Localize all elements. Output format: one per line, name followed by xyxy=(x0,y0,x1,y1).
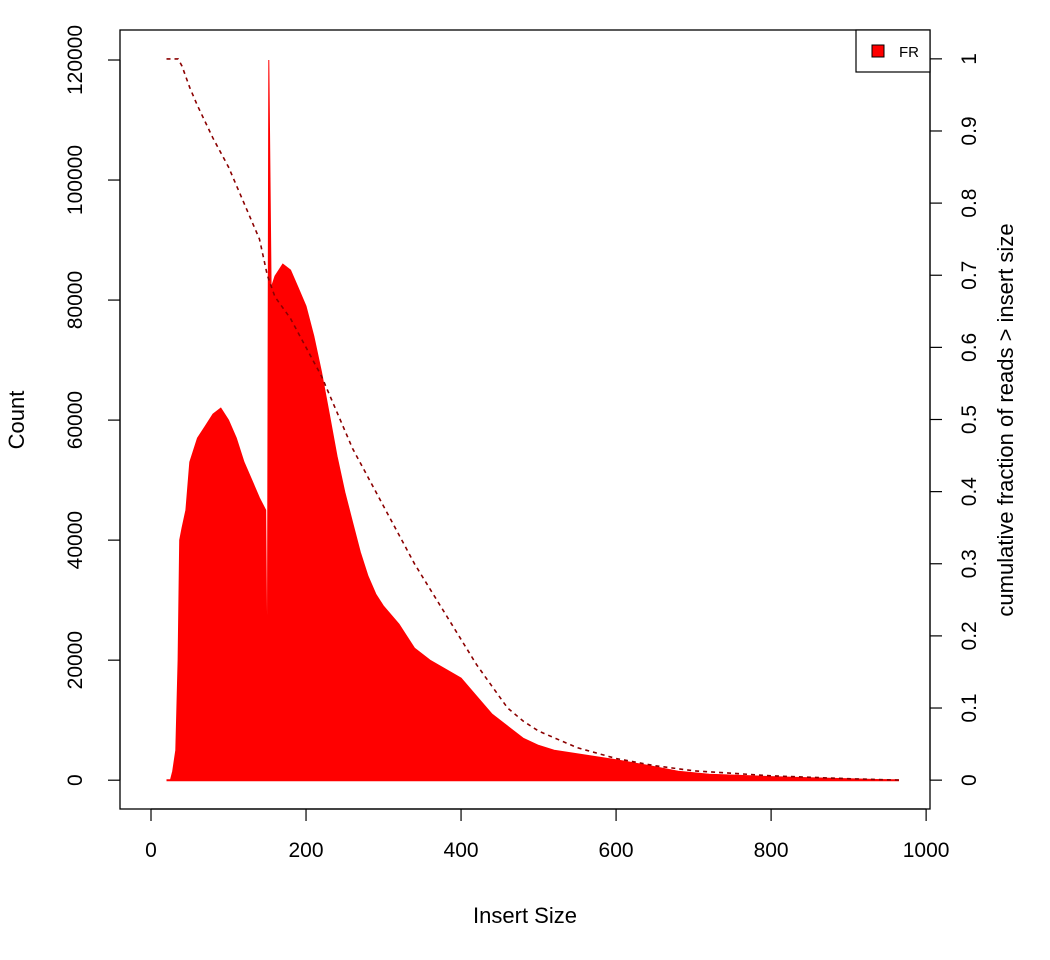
y2-tick-label: 0.5 xyxy=(958,405,981,434)
cumulative-line xyxy=(166,58,900,781)
y2-tick-label: 0 xyxy=(958,774,981,786)
y-tick-label: 0 xyxy=(64,774,87,786)
y2-tick-label: 0.2 xyxy=(958,621,981,650)
y2-tick-label: 1 xyxy=(958,53,981,65)
y2-tick-label: 0.6 xyxy=(958,333,981,362)
y-axis: 0 20000 40000 60000 80000 100000 120000 xyxy=(64,25,121,786)
y2-tick-label: 0.7 xyxy=(958,261,981,290)
y-tick-label: 20000 xyxy=(64,631,87,689)
x-tick-label: 400 xyxy=(444,839,479,862)
y-tick-label: 100000 xyxy=(64,145,87,215)
x-axis-title: Insert Size xyxy=(473,903,577,928)
y-axis-title: Count xyxy=(4,391,29,450)
x-tick-label: 0 xyxy=(145,839,157,862)
y2-axis-title: cumulative fraction of reads > insert si… xyxy=(993,223,1018,616)
y2-tick-label: 0.4 xyxy=(958,477,981,507)
y2-tick-label: 0.9 xyxy=(958,116,981,145)
y2-tick-label: 0.8 xyxy=(958,189,981,218)
x-tick-label: 200 xyxy=(289,839,324,862)
y-tick-label: 40000 xyxy=(64,511,87,569)
histogram-series xyxy=(166,59,900,782)
y-tick-label: 60000 xyxy=(64,391,87,449)
y2-tick-label: 0.3 xyxy=(958,549,981,578)
legend-label-fr: FR xyxy=(899,44,919,61)
legend: FR xyxy=(855,29,931,73)
x-tick-label: 1000 xyxy=(903,839,950,862)
y-tick-label: 120000 xyxy=(64,25,87,95)
histogram-area xyxy=(166,59,900,781)
x-tick-label: 800 xyxy=(754,839,789,862)
y2-axis: 0 0.1 0.2 0.3 0.4 0.5 0.6 0.7 0.8 0.9 1 xyxy=(929,53,981,786)
x-axis: 0 200 400 600 800 1000 xyxy=(145,808,950,862)
y2-tick-label: 0.1 xyxy=(958,693,981,722)
legend-swatch-fr xyxy=(871,44,885,58)
cumulative-series xyxy=(166,58,900,781)
y-tick-label: 80000 xyxy=(64,271,87,329)
x-tick-label: 600 xyxy=(599,839,634,862)
legend-box xyxy=(855,29,931,73)
